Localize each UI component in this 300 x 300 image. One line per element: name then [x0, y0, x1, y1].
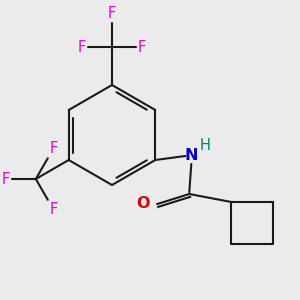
- Text: F: F: [108, 6, 116, 21]
- Text: O: O: [136, 196, 149, 211]
- Text: F: F: [138, 40, 146, 55]
- Text: H: H: [200, 139, 211, 154]
- Text: F: F: [78, 40, 86, 55]
- Text: F: F: [50, 141, 58, 156]
- Text: N: N: [184, 148, 198, 164]
- Text: F: F: [2, 172, 10, 187]
- Text: F: F: [50, 202, 58, 217]
